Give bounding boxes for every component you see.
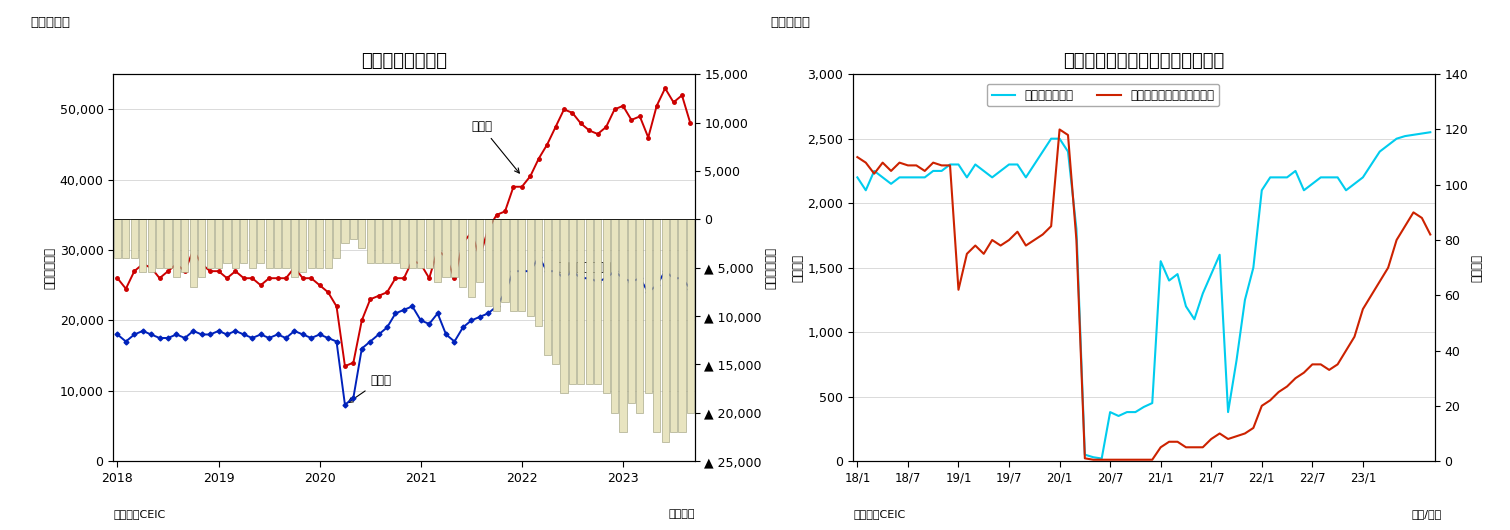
- Bar: [332, 219, 340, 258]
- Bar: [358, 219, 365, 248]
- Y-axis label: （万人）: （万人）: [1471, 254, 1484, 281]
- Bar: [165, 219, 172, 268]
- Y-axis label: （億ルピー）: （億ルピー）: [44, 246, 57, 289]
- Text: （年/月）: （年/月）: [1412, 509, 1442, 519]
- Bar: [249, 219, 255, 268]
- Bar: [139, 219, 146, 272]
- Bar: [442, 219, 450, 277]
- Bar: [544, 219, 551, 355]
- Bar: [459, 219, 467, 287]
- Text: （月次）: （月次）: [667, 509, 695, 519]
- Bar: [518, 219, 525, 311]
- Bar: [384, 219, 391, 263]
- Bar: [190, 219, 196, 287]
- Bar: [527, 219, 535, 316]
- Bar: [577, 219, 584, 384]
- Bar: [560, 219, 568, 393]
- Bar: [240, 219, 248, 263]
- Bar: [316, 219, 323, 268]
- Bar: [628, 219, 636, 403]
- Y-axis label: （億ルピー）: （億ルピー）: [764, 246, 778, 289]
- Title: インドの貿易動向: インドの貿易動向: [361, 52, 447, 70]
- Bar: [619, 219, 627, 432]
- Bar: [670, 219, 676, 432]
- Bar: [451, 219, 458, 277]
- Bar: [214, 219, 222, 268]
- Bar: [468, 219, 476, 297]
- Bar: [156, 219, 163, 268]
- Bar: [266, 219, 273, 268]
- Bar: [308, 219, 314, 268]
- Text: （資料）CEIC: （資料）CEIC: [113, 509, 166, 519]
- Bar: [273, 219, 281, 268]
- Bar: [233, 219, 239, 268]
- Bar: [569, 219, 575, 384]
- Text: （図表４）: （図表４）: [770, 16, 809, 29]
- Legend: 国内線利用客数, 外国人訪問者数（右目盛）: 国内線利用客数, 外国人訪問者数（右目盛）: [988, 84, 1219, 107]
- Bar: [510, 219, 516, 311]
- Bar: [257, 219, 264, 263]
- Bar: [636, 219, 643, 413]
- Bar: [148, 219, 154, 272]
- Bar: [325, 219, 332, 268]
- Bar: [299, 219, 307, 272]
- Bar: [678, 219, 686, 432]
- Bar: [417, 219, 424, 268]
- Bar: [535, 219, 542, 325]
- Bar: [341, 219, 349, 243]
- Bar: [476, 219, 483, 282]
- Bar: [494, 219, 500, 311]
- Bar: [409, 219, 415, 268]
- Text: 貿易収支（右軸）: 貿易収支（右軸）: [556, 261, 612, 274]
- Title: 国内線利用客数と外国人訪問者数: 国内線利用客数と外国人訪問者数: [1063, 52, 1225, 70]
- Bar: [393, 219, 399, 263]
- Bar: [172, 219, 180, 277]
- Text: （図表３）: （図表３）: [30, 16, 69, 29]
- Bar: [181, 219, 189, 272]
- Text: 輸入額: 輸入額: [471, 120, 519, 173]
- Bar: [433, 219, 441, 282]
- Y-axis label: （万人）: （万人）: [791, 254, 805, 281]
- Bar: [612, 219, 618, 413]
- Bar: [113, 219, 121, 258]
- Bar: [207, 219, 214, 268]
- Bar: [645, 219, 652, 393]
- Bar: [400, 219, 408, 268]
- Bar: [350, 219, 356, 238]
- Bar: [122, 219, 130, 258]
- Bar: [367, 219, 374, 263]
- Text: （資料）CEIC: （資料）CEIC: [853, 509, 906, 519]
- Bar: [223, 219, 231, 263]
- Bar: [131, 219, 137, 258]
- Bar: [282, 219, 290, 268]
- Bar: [586, 219, 593, 384]
- Bar: [687, 219, 695, 413]
- Bar: [291, 219, 297, 277]
- Bar: [602, 219, 610, 393]
- Bar: [654, 219, 660, 432]
- Bar: [198, 219, 205, 277]
- Bar: [485, 219, 492, 306]
- Text: 輸出額: 輸出額: [349, 374, 391, 403]
- Bar: [501, 219, 509, 302]
- Bar: [426, 219, 433, 268]
- Bar: [553, 219, 559, 365]
- Bar: [593, 219, 601, 384]
- Bar: [374, 219, 382, 263]
- Bar: [661, 219, 669, 442]
